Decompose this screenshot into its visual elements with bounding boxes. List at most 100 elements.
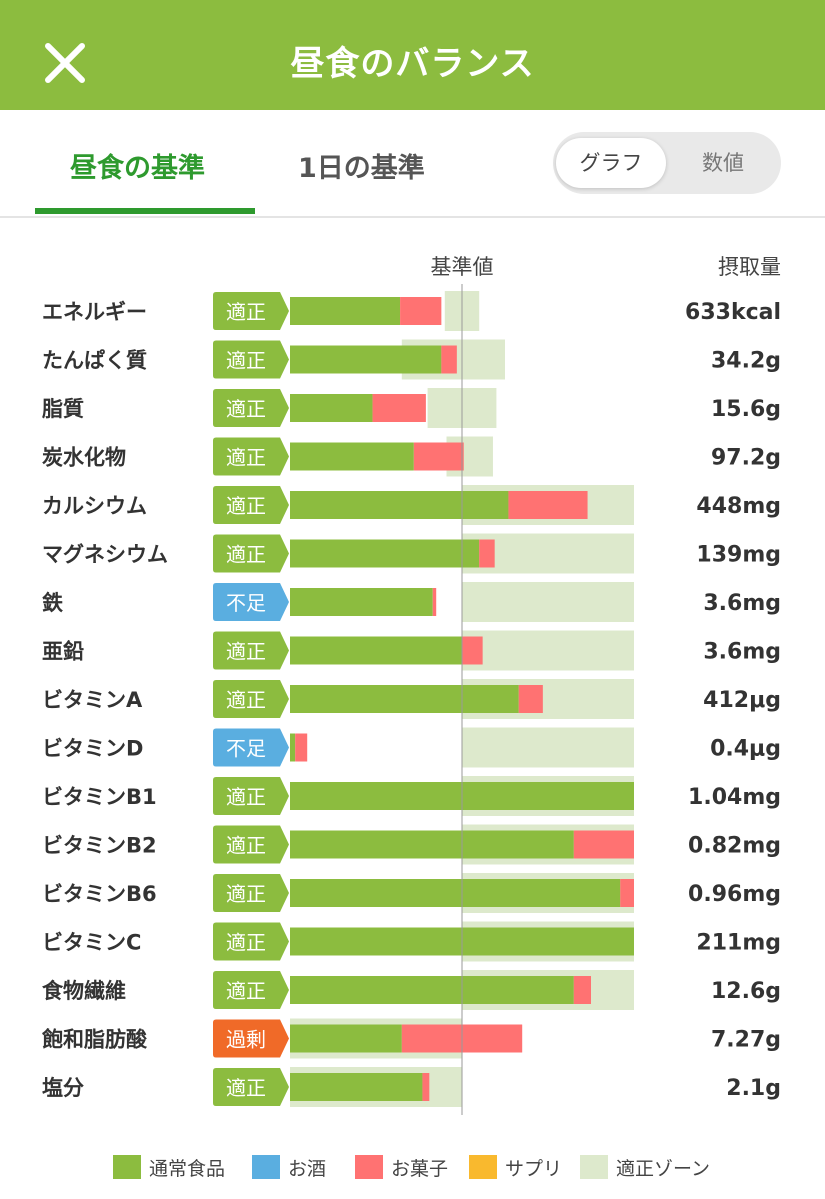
legend-label: サプリ <box>505 1157 563 1180</box>
sweets-bar <box>400 297 442 325</box>
sweets-bar <box>479 539 495 568</box>
nutrient-name: ビタミンD <box>42 737 143 761</box>
legend-label: 通常食品 <box>149 1157 226 1180</box>
nutrient-name: ビタミンB6 <box>42 882 157 906</box>
intake-value: 12.6g <box>711 979 781 1004</box>
food-bar <box>290 345 442 374</box>
legend-item-optimal-zone: 適正ゾーン <box>580 1154 710 1180</box>
intake-value: 7.27g <box>711 1028 781 1053</box>
food-bar <box>290 539 480 568</box>
nutrient-name: マグネシウム <box>42 543 168 567</box>
status-badge-label: 適正 <box>226 349 266 373</box>
toggle-value-button[interactable]: 数値 <box>702 151 744 175</box>
food-bar <box>290 297 401 325</box>
sweets-bar <box>573 830 634 859</box>
sweets-bar <box>462 636 483 665</box>
intake-value: 15.6g <box>711 397 781 422</box>
legend-item-sweets: お菓子 <box>355 1154 448 1180</box>
status-badge-label: 不足 <box>226 737 266 761</box>
food-bar <box>290 394 373 422</box>
view-toggle: グラフ 数値 <box>553 132 781 194</box>
status-badge <box>213 389 289 427</box>
legend-swatch <box>355 1155 383 1179</box>
intake-value: 2.1g <box>726 1076 781 1101</box>
nutrient-name: 炭水化物 <box>42 446 126 470</box>
status-badge-label: 適正 <box>226 446 266 470</box>
intake-value: 3.6mg <box>703 591 781 616</box>
optimal-zone-bar <box>462 727 634 768</box>
intake-value: 633kcal <box>685 300 781 325</box>
close-button[interactable] <box>40 38 90 88</box>
legend-label: お菓子 <box>391 1157 449 1180</box>
legend-item-supplement: サプリ <box>469 1154 562 1180</box>
status-badge-label: 適正 <box>226 1076 266 1100</box>
nutrient-name: 塩分 <box>42 1076 84 1100</box>
status-badge-label: 適正 <box>226 300 266 324</box>
status-badge <box>213 922 289 961</box>
optimal-zone-bar <box>462 630 634 671</box>
food-bar <box>290 685 519 713</box>
food-bar <box>290 879 621 907</box>
intake-value: 448mg <box>696 494 781 519</box>
legend-swatch <box>252 1155 280 1179</box>
nutrient-name: 脂質 <box>42 397 84 421</box>
legend-item-alcohol: お酒 <box>252 1154 326 1180</box>
toggle-graph-button[interactable]: グラフ <box>556 138 666 188</box>
legend-swatch <box>580 1155 608 1179</box>
page-title: 昼食のバランス <box>290 44 535 84</box>
nutrient-name: 鉄 <box>42 591 63 615</box>
food-bar <box>290 442 414 471</box>
sweets-bar <box>508 491 588 519</box>
legend-item-food: 通常食品 <box>113 1154 225 1180</box>
legend-swatch <box>469 1155 497 1179</box>
app-header: 昼食のバランス <box>0 0 825 110</box>
status-badge <box>213 728 289 767</box>
sweets-bar <box>573 976 591 1004</box>
status-badge-label: 適正 <box>226 640 266 664</box>
intake-value: 3.6mg <box>703 640 781 665</box>
nutrient-name: 飽和脂肪酸 <box>41 1028 148 1052</box>
status-badge-label: 適正 <box>226 543 266 567</box>
food-bar <box>290 1073 423 1101</box>
intake-value: 139mg <box>696 543 781 568</box>
nutrient-name: ビタミンB2 <box>42 834 157 858</box>
intake-value: 412μg <box>703 688 781 713</box>
tab-bar: 昼食の基準 1日の基準 グラフ 数値 <box>0 110 825 218</box>
reference-label: 基準値 <box>431 255 494 279</box>
food-bar <box>290 588 433 616</box>
intake-header: 摂取量 <box>718 255 781 279</box>
nutrient-balance-chart: 基準値 摂取量 エネルギー 適正 633kcal たんぱく質 適正 34.2g 脂質 適正 15.6… <box>0 216 825 1116</box>
status-badge <box>213 583 289 621</box>
status-badge <box>213 340 289 379</box>
legend-swatch <box>113 1155 141 1179</box>
status-badge-label: 適正 <box>226 979 266 1003</box>
status-badge <box>213 680 289 718</box>
sweets-bar <box>372 394 426 422</box>
nutrient-name: ビタミンB1 <box>42 785 157 809</box>
status-badge <box>213 971 289 1009</box>
nutrient-name: 亜鉛 <box>42 640 84 664</box>
sweets-bar <box>413 442 464 471</box>
chart-legend: 通常食品 お酒 お菓子 サプリ 適正ゾーン <box>0 1146 825 1186</box>
status-badge <box>213 1019 289 1058</box>
sweets-bar <box>432 588 437 616</box>
legend-label: 適正ゾーン <box>616 1157 711 1180</box>
tab-daily-standard[interactable]: 1日の基準 <box>298 153 425 184</box>
status-badge <box>213 631 289 670</box>
nutrient-name: たんぱく質 <box>42 349 147 373</box>
status-badge-label: 適正 <box>226 882 266 906</box>
optimal-zone-bar <box>462 582 634 622</box>
status-badge-label: 適正 <box>226 494 266 518</box>
status-badge <box>213 534 289 573</box>
sweets-bar <box>422 1073 430 1101</box>
status-badge <box>213 825 289 864</box>
sweets-bar <box>295 733 308 762</box>
status-badge-label: 不足 <box>226 591 266 615</box>
sweets-bar <box>518 685 543 713</box>
legend-label: お酒 <box>288 1157 327 1180</box>
tab-lunch-standard[interactable]: 昼食の基準 <box>70 153 205 184</box>
food-bar <box>290 830 574 859</box>
food-bar <box>290 1024 402 1053</box>
status-badge <box>213 292 289 330</box>
